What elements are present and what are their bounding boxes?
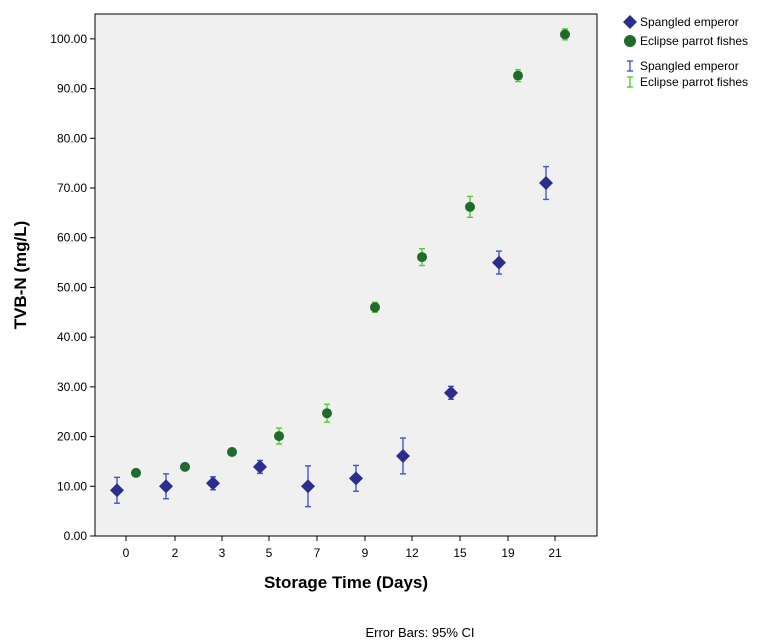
data-point-circle (180, 461, 190, 472)
y-tick-label: 0.00 (64, 529, 88, 543)
data-point-diamond (349, 471, 363, 486)
y-axis-title: TVB-N (mg/L) (11, 221, 30, 330)
data-point-diamond (492, 255, 506, 270)
legend-label: Spangled emperor (640, 59, 739, 73)
data-point-diamond (110, 483, 124, 498)
x-tick-label: 19 (501, 546, 515, 560)
data-point-diamond (159, 479, 173, 494)
x-tick-label: 15 (453, 546, 467, 560)
data-point-circle (227, 446, 237, 457)
error-bar-footnote: Error Bars: 95% CI (365, 625, 474, 640)
data-point-circle (465, 201, 475, 212)
y-tick-label: 70.00 (57, 181, 87, 195)
data-point-diamond (539, 176, 553, 191)
y-tick-label: 10.00 (57, 479, 87, 493)
y-tick-label: 90.00 (57, 82, 87, 96)
data-marks (110, 28, 570, 508)
y-tick-label: 60.00 (57, 231, 87, 245)
legend-label: Eclipse parrot fishes (640, 34, 748, 48)
data-point-diamond (444, 385, 458, 400)
data-point-circle (513, 70, 523, 81)
x-tick-label: 7 (314, 546, 321, 560)
x-tick-label: 12 (405, 546, 419, 560)
x-tick-label: 3 (219, 546, 226, 560)
data-point-circle (274, 431, 284, 442)
data-point-circle (131, 467, 141, 478)
legend-label: Spangled emperor (640, 15, 739, 29)
y-tick-label: 100.00 (50, 32, 87, 46)
legend-label: Eclipse parrot fishes (640, 75, 748, 89)
x-tick-label: 0 (123, 546, 130, 560)
x-tick-label: 9 (362, 546, 369, 560)
data-point-diamond (206, 476, 220, 491)
x-axis-title: Storage Time (Days) (264, 573, 428, 592)
data-point-circle (560, 29, 570, 40)
data-point-circle (370, 302, 380, 313)
x-tick-label: 2 (172, 546, 179, 560)
x-tick-label: 21 (548, 546, 562, 560)
y-tick-label: 80.00 (57, 131, 87, 145)
x-tick-label: 5 (266, 546, 273, 560)
data-point-circle (322, 408, 332, 419)
series-eclipse-parrot-fishes (131, 28, 570, 478)
axes: 0.00 10.00 20.00 30.00 40.00 50.00 60.00 70.00 8… (50, 32, 562, 560)
y-tick-label: 20.00 (57, 430, 87, 444)
series-spangled-emperor (110, 165, 553, 508)
legend-diamond-icon (623, 15, 637, 29)
y-tick-label: 50.00 (57, 280, 87, 294)
legend-circle-icon (624, 35, 636, 47)
data-point-diamond (396, 448, 410, 463)
data-point-diamond (301, 479, 315, 494)
y-tick-label: 30.00 (57, 380, 87, 394)
y-tick-label: 40.00 (57, 330, 87, 344)
plot-area (94, 13, 598, 537)
data-point-diamond (253, 459, 267, 474)
data-point-circle (417, 252, 427, 263)
legend: Spangled emperor Eclipse parrot fishes Spa… (623, 15, 748, 89)
